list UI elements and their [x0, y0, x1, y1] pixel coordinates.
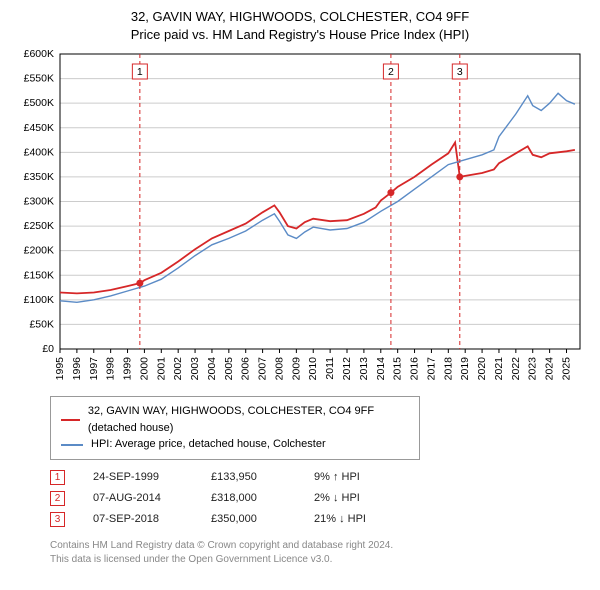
- svg-text:£200K: £200K: [24, 245, 54, 257]
- svg-text:£300K: £300K: [24, 196, 54, 208]
- svg-text:£500K: £500K: [24, 98, 54, 110]
- svg-text:2009: 2009: [290, 357, 302, 381]
- transaction-row-marker: 3: [50, 512, 65, 527]
- svg-text:2010: 2010: [307, 357, 319, 381]
- svg-text:2008: 2008: [273, 357, 285, 381]
- svg-text:1996: 1996: [71, 357, 83, 381]
- svg-text:£550K: £550K: [24, 73, 54, 85]
- title-line-2: Price paid vs. HM Land Registry's House …: [12, 26, 588, 44]
- svg-text:2025: 2025: [560, 357, 572, 381]
- svg-text:£350K: £350K: [24, 171, 54, 183]
- svg-text:2004: 2004: [206, 357, 218, 381]
- transaction-row-1: 1 24-SEP-1999 £133,950 9% ↑ HPI: [50, 470, 588, 485]
- legend-item-1: HPI: Average price, detached house, Colc…: [61, 436, 409, 453]
- svg-text:2005: 2005: [223, 357, 235, 381]
- transaction-marker-label-1: 1: [137, 66, 143, 78]
- svg-text:£0: £0: [42, 343, 54, 355]
- svg-text:2011: 2011: [324, 357, 336, 380]
- svg-text:1995: 1995: [54, 357, 66, 381]
- transaction-date: 07-SEP-2018: [93, 513, 183, 525]
- chart-svg: £0 £50K £100K £150K £200K £250K £300K £350K £400…: [12, 48, 588, 388]
- legend-item-0: 32, GAVIN WAY, HIGHWOODS, COLCHESTER, CO…: [61, 403, 409, 436]
- svg-text:1999: 1999: [122, 357, 134, 381]
- svg-text:1997: 1997: [88, 357, 100, 381]
- svg-text:2018: 2018: [442, 357, 454, 381]
- series-hpi: [60, 94, 575, 303]
- svg-text:£150K: £150K: [24, 270, 54, 282]
- svg-text:2003: 2003: [189, 357, 201, 381]
- transaction-date: 24-SEP-1999: [93, 471, 183, 483]
- footer-line-1: Contains HM Land Registry data © Crown c…: [50, 539, 588, 553]
- chart-title-block: 32, GAVIN WAY, HIGHWOODS, COLCHESTER, CO…: [12, 8, 588, 44]
- transaction-price: £133,950: [211, 471, 286, 483]
- transaction-note: 9% ↑ HPI: [314, 471, 360, 483]
- svg-text:2013: 2013: [358, 357, 370, 381]
- svg-text:2023: 2023: [527, 357, 539, 381]
- transaction-dot-3: [456, 174, 463, 181]
- legend-box: 32, GAVIN WAY, HIGHWOODS, COLCHESTER, CO…: [50, 396, 420, 460]
- legend-label: 32, GAVIN WAY, HIGHWOODS, COLCHESTER, CO…: [88, 403, 409, 436]
- svg-text:£250K: £250K: [24, 220, 54, 232]
- svg-text:£450K: £450K: [24, 122, 54, 134]
- transaction-price: £318,000: [211, 492, 286, 504]
- svg-text:2021: 2021: [493, 357, 505, 381]
- chart-area: £0 £50K £100K £150K £200K £250K £300K £350K £400…: [12, 48, 588, 388]
- svg-text:£100K: £100K: [24, 294, 54, 306]
- transactions-table: 1 24-SEP-1999 £133,950 9% ↑ HPI 2 07-AUG-2014…: [50, 470, 588, 527]
- svg-text:2019: 2019: [459, 357, 471, 381]
- svg-text:2024: 2024: [544, 357, 556, 381]
- svg-text:2007: 2007: [257, 357, 269, 381]
- svg-text:£400K: £400K: [24, 147, 54, 159]
- transaction-marker-label-2: 2: [388, 66, 394, 78]
- svg-text:2012: 2012: [341, 357, 353, 381]
- svg-text:2001: 2001: [155, 357, 167, 381]
- transaction-marker-label-3: 3: [457, 66, 463, 78]
- transaction-dot-1: [136, 280, 143, 287]
- svg-text:£50K: £50K: [29, 319, 54, 331]
- footer-disclaimer: Contains HM Land Registry data © Crown c…: [50, 539, 588, 567]
- footer-line-2: This data is licensed under the Open Gov…: [50, 553, 588, 567]
- svg-text:£600K: £600K: [24, 48, 54, 60]
- svg-text:2002: 2002: [172, 357, 184, 381]
- svg-text:2015: 2015: [392, 357, 404, 381]
- legend-swatch: [61, 419, 80, 421]
- svg-text:2016: 2016: [409, 357, 421, 381]
- transaction-row-marker: 2: [50, 491, 65, 506]
- svg-text:2020: 2020: [476, 357, 488, 381]
- series-price_paid: [60, 143, 575, 294]
- svg-text:2014: 2014: [375, 357, 387, 381]
- transaction-note: 21% ↓ HPI: [314, 513, 366, 525]
- svg-text:2000: 2000: [138, 357, 150, 381]
- transaction-row-marker: 1: [50, 470, 65, 485]
- transaction-dot-2: [387, 190, 394, 197]
- svg-text:2017: 2017: [425, 357, 437, 381]
- legend-label: HPI: Average price, detached house, Colc…: [91, 436, 326, 453]
- transaction-row-3: 3 07-SEP-2018 £350,000 21% ↓ HPI: [50, 512, 588, 527]
- title-line-1: 32, GAVIN WAY, HIGHWOODS, COLCHESTER, CO…: [12, 8, 588, 26]
- transaction-row-2: 2 07-AUG-2014 £318,000 2% ↓ HPI: [50, 491, 588, 506]
- legend-swatch: [61, 444, 83, 446]
- transaction-price: £350,000: [211, 513, 286, 525]
- transaction-note: 2% ↓ HPI: [314, 492, 360, 504]
- svg-text:2006: 2006: [240, 357, 252, 381]
- svg-text:1998: 1998: [105, 357, 117, 381]
- transaction-date: 07-AUG-2014: [93, 492, 183, 504]
- svg-text:2022: 2022: [510, 357, 522, 381]
